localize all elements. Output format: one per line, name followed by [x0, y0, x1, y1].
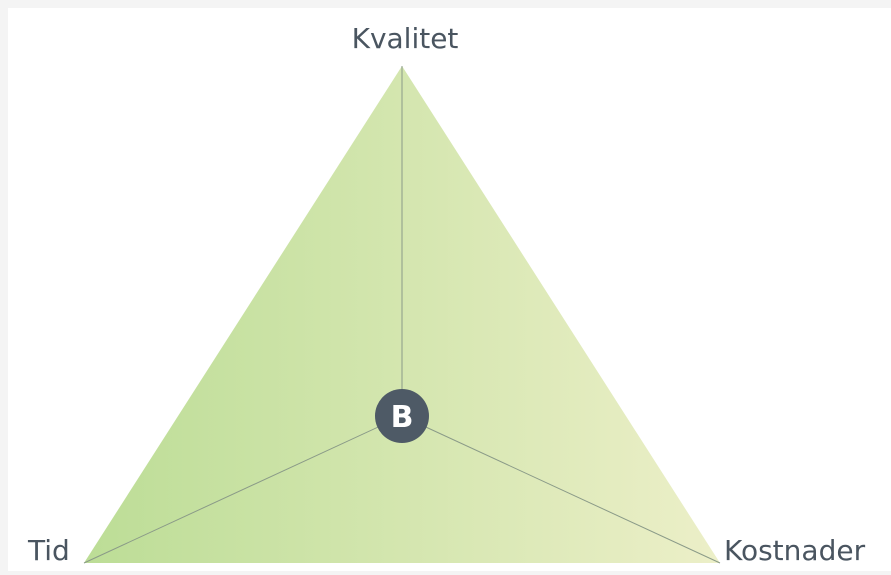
center-marker [375, 389, 429, 443]
node-label: Tid [27, 534, 70, 567]
axis-line [401, 415, 721, 564]
node-label: Kvalitet [352, 22, 459, 55]
center-label: B [391, 400, 414, 435]
node-label: Kostnader [724, 534, 866, 567]
axis-line [83, 415, 403, 564]
